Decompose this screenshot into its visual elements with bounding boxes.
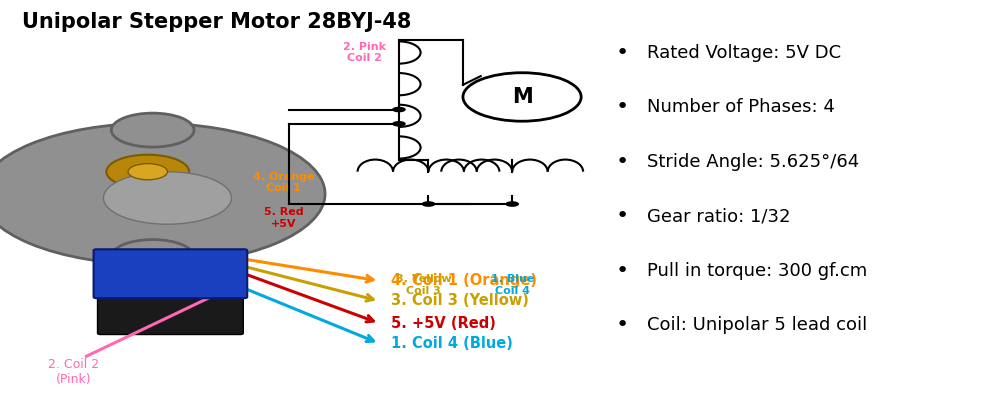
Text: 2. Coil 2
(Pink): 2. Coil 2 (Pink) [48, 358, 99, 385]
Text: 1. Coil 4 (Blue): 1. Coil 4 (Blue) [391, 336, 513, 351]
Text: 4. Orange
Coil 1: 4. Orange Coil 1 [253, 172, 314, 194]
Circle shape [463, 73, 581, 121]
Text: 3. Coil 3 (Yellow): 3. Coil 3 (Yellow) [391, 293, 529, 309]
Circle shape [392, 107, 406, 112]
Text: Pull in torque: 300 gf.cm: Pull in torque: 300 gf.cm [647, 262, 868, 280]
Circle shape [106, 155, 189, 189]
Text: Coil: Unipolar 5 lead coil: Coil: Unipolar 5 lead coil [647, 316, 868, 334]
Text: •: • [616, 315, 628, 335]
FancyBboxPatch shape [98, 296, 243, 335]
Text: Unipolar Stepper Motor 28BYJ-48: Unipolar Stepper Motor 28BYJ-48 [22, 12, 412, 32]
Text: 2. Pink
Coil 2: 2. Pink Coil 2 [343, 42, 386, 63]
Text: •: • [616, 97, 628, 117]
Circle shape [128, 164, 167, 180]
Circle shape [103, 172, 231, 224]
Text: Number of Phases: 4: Number of Phases: 4 [647, 98, 835, 116]
Text: 4. Coil 1 (Orange): 4. Coil 1 (Orange) [391, 273, 537, 288]
Circle shape [0, 123, 325, 265]
Circle shape [392, 121, 406, 127]
Text: •: • [616, 206, 628, 226]
Text: M: M [511, 87, 533, 107]
Circle shape [111, 113, 194, 147]
Text: Gear ratio: 1/32: Gear ratio: 1/32 [647, 207, 791, 225]
Text: 1. Blue
Coil 4: 1. Blue Coil 4 [491, 274, 534, 296]
Circle shape [111, 240, 194, 274]
Text: Rated Voltage: 5V DC: Rated Voltage: 5V DC [647, 44, 841, 61]
Circle shape [505, 201, 519, 207]
Text: 3. Yellow
Coil 3: 3. Yellow Coil 3 [396, 274, 451, 296]
Text: 5. Red
+5V: 5. Red +5V [264, 207, 303, 229]
Text: 5. +5V (Red): 5. +5V (Red) [391, 316, 495, 331]
Text: •: • [616, 42, 628, 63]
Text: Stride Angle: 5.625°/64: Stride Angle: 5.625°/64 [647, 153, 859, 170]
FancyBboxPatch shape [94, 249, 247, 298]
Text: •: • [616, 152, 628, 172]
Circle shape [422, 201, 435, 207]
Text: •: • [616, 261, 628, 281]
